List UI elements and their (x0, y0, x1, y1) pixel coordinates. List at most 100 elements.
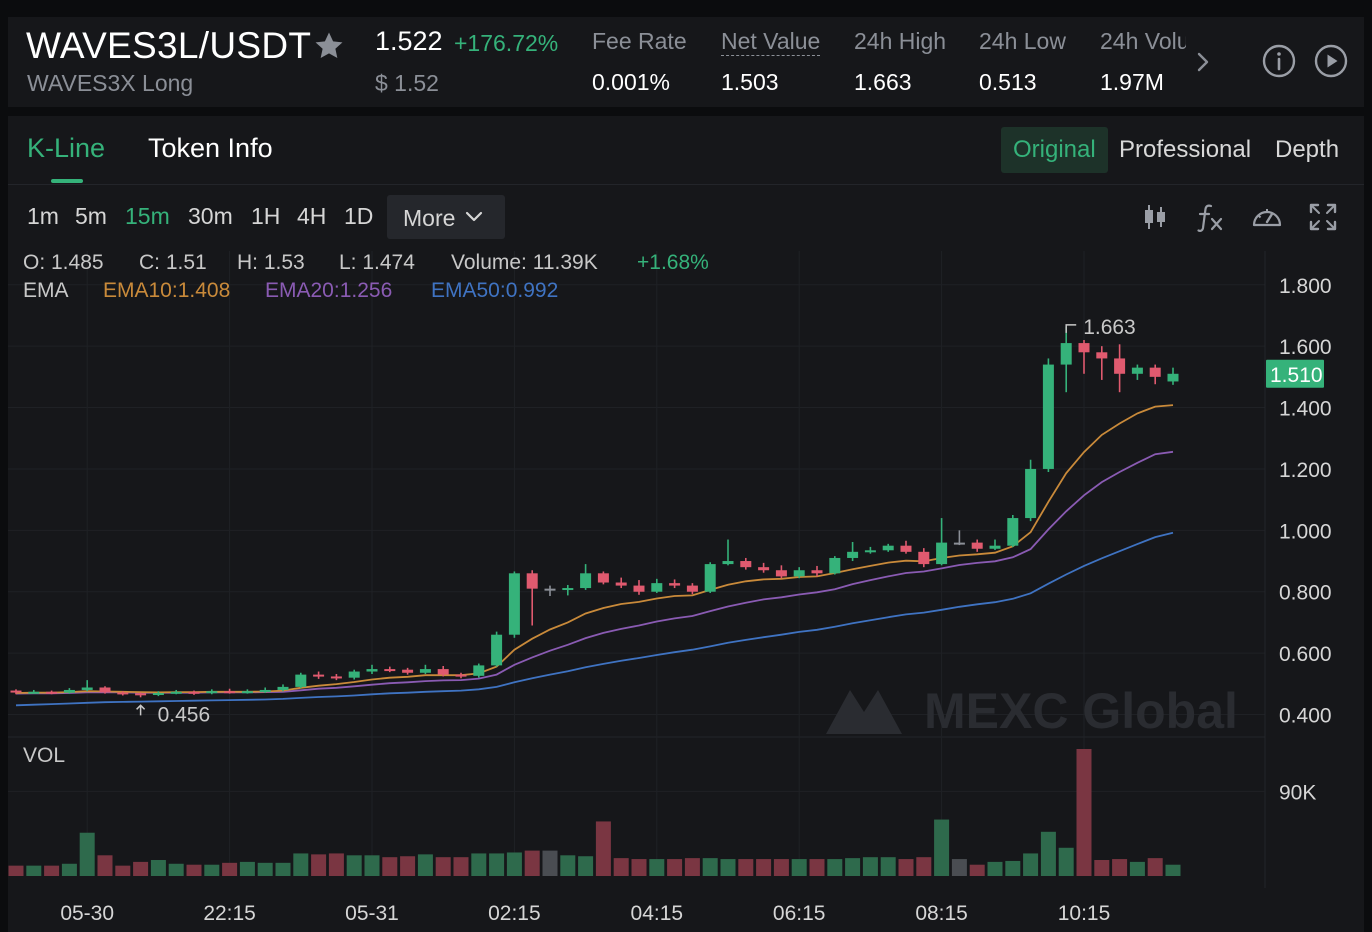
timeframe-1m[interactable]: 1m (27, 203, 59, 229)
candle-body (669, 583, 681, 586)
timeframe-30m[interactable]: 30m (188, 203, 233, 229)
price-tick-label: 0.400 (1279, 705, 1332, 728)
candle-body (1025, 468, 1037, 519)
ema50-value[interactable]: EMA50:0.992 (431, 279, 559, 302)
candle-body (455, 674, 467, 677)
candle-body (117, 692, 129, 695)
volume-bar (773, 859, 789, 876)
tab-token-info[interactable]: Token Info (148, 133, 273, 163)
timeframe-1d[interactable]: 1D (344, 203, 374, 229)
candle-body (615, 582, 627, 586)
candle-body (597, 573, 609, 583)
candle-body (847, 551, 859, 558)
current-price-tag (1266, 359, 1324, 388)
time-tick-label: 10:15 (1058, 902, 1111, 925)
time-tick-label: 05-30 (60, 902, 114, 925)
candles (10, 326, 1179, 698)
divider (8, 184, 1364, 185)
candle-body (936, 542, 948, 565)
more-timeframes-button[interactable]: More (387, 195, 505, 239)
ema50-line (15, 531, 1174, 707)
candle-body (1042, 364, 1054, 469)
volume-bar (649, 859, 665, 876)
low-marker-arrow (136, 704, 146, 716)
candlestick-chart[interactable]: 1.800 1.600 1.400 1.200 1.000 0.800 0.600 0.400… (8, 116, 1364, 932)
candle-body (46, 691, 58, 694)
timeframe-5m[interactable]: 5m (75, 203, 107, 229)
low-marker-label: 0.456 (158, 703, 211, 726)
candle-body (651, 583, 663, 592)
candle-body (10, 690, 22, 693)
current-price-label: 1.510 (1270, 364, 1323, 387)
candle-body (330, 676, 342, 679)
candle-body (402, 669, 414, 673)
volume-bar (542, 850, 558, 876)
candle-body (1060, 343, 1072, 365)
candle-body (740, 561, 752, 568)
chevron-right-icon[interactable] (1191, 47, 1215, 77)
star-icon[interactable] (312, 29, 346, 63)
volume-bar (934, 819, 950, 876)
more-label: More (403, 205, 456, 231)
candle-body (295, 674, 307, 687)
low-24h-value: 0.513 (979, 69, 1037, 95)
volume-bar (133, 861, 149, 876)
time-tick-label: 06:15 (773, 902, 826, 925)
net-value-value: 1.503 (721, 69, 779, 95)
mode-original[interactable]: Original (1001, 127, 1108, 173)
volume-bar (417, 854, 433, 876)
mexc-watermark: MEXC Global (826, 683, 1238, 739)
volume-bar (328, 853, 344, 876)
timeframe-15m[interactable]: 15m (125, 203, 170, 229)
play-icon[interactable] (1313, 43, 1349, 79)
price-tick-label: 0.800 (1279, 582, 1332, 605)
timeframe-1h[interactable]: 1H (251, 203, 281, 229)
candle-body (633, 585, 645, 592)
price-tick-label: 1.000 (1279, 520, 1332, 543)
volume-bar (916, 857, 932, 876)
timeframe-4h[interactable]: 4H (297, 203, 327, 229)
volume-bar (186, 864, 202, 876)
candlestick-type-icon[interactable] (1138, 200, 1172, 234)
indicator-fx-icon[interactable] (1194, 200, 1228, 234)
ema10-value[interactable]: EMA10:1.408 (103, 279, 231, 302)
volume-bar (489, 853, 505, 876)
tab-k-line[interactable]: K-Line (27, 133, 106, 163)
volume-bars (8, 749, 1181, 876)
candle-body (508, 573, 520, 635)
candle-body (562, 588, 574, 591)
net-value-label[interactable]: Net Value (721, 28, 821, 56)
volume-bar (115, 865, 131, 876)
fullscreen-icon[interactable] (1306, 200, 1340, 234)
price-tick-label: 1.600 (1279, 336, 1332, 359)
volume-bar (1094, 860, 1110, 876)
mode-professional[interactable]: Professional (1119, 136, 1252, 163)
candle-body (224, 691, 236, 694)
ema20-line (15, 450, 1174, 695)
candle-body (829, 557, 841, 574)
volume-bar (1147, 858, 1163, 876)
price-tick-label: 1.800 (1279, 275, 1332, 298)
mode-depth[interactable]: Depth (1275, 136, 1340, 163)
volume-bar (667, 859, 683, 876)
time-tick-label: 02:15 (488, 902, 541, 925)
candle-body (918, 551, 930, 565)
volume-bar (79, 832, 95, 876)
volume-bar (951, 859, 967, 876)
speedometer-icon[interactable] (1250, 200, 1284, 234)
ema20-value[interactable]: EMA20:1.256 (265, 279, 393, 302)
chevron-down-icon (465, 211, 483, 222)
candle-body (580, 573, 592, 589)
low-24h-label: 24h Low (979, 28, 1066, 54)
svg-text:MEXC Global: MEXC Global (924, 683, 1238, 739)
ema10-line (15, 404, 1174, 694)
volume-bar (275, 862, 291, 876)
candle-body (544, 588, 556, 591)
info-icon[interactable] (1261, 43, 1297, 79)
candle-body (1114, 358, 1126, 374)
volume-bar (506, 852, 522, 876)
candle-body (366, 669, 378, 672)
volume-bar (239, 861, 255, 876)
chart-grid (8, 251, 1266, 888)
volume-bar (1129, 861, 1145, 876)
